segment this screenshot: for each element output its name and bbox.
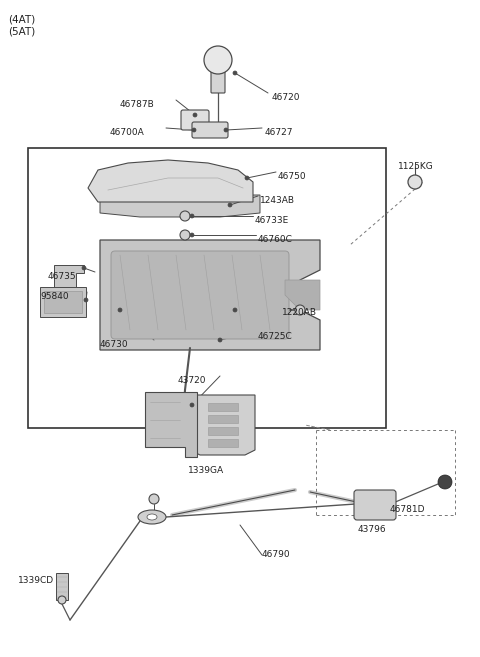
Text: 1125KG: 1125KG xyxy=(398,162,434,171)
Circle shape xyxy=(192,128,196,132)
Circle shape xyxy=(295,305,305,315)
Bar xyxy=(208,415,238,423)
Circle shape xyxy=(228,203,232,207)
Ellipse shape xyxy=(204,46,232,74)
Polygon shape xyxy=(145,392,197,457)
Circle shape xyxy=(218,338,222,342)
Bar xyxy=(28,148,386,428)
Circle shape xyxy=(180,211,190,221)
Bar xyxy=(40,287,86,317)
Circle shape xyxy=(149,494,159,504)
Circle shape xyxy=(193,113,197,117)
Bar xyxy=(208,427,238,435)
Text: 46733E: 46733E xyxy=(255,216,289,225)
Polygon shape xyxy=(56,573,68,600)
Text: 46735: 46735 xyxy=(48,272,77,281)
Circle shape xyxy=(82,266,86,270)
Circle shape xyxy=(58,596,66,604)
Polygon shape xyxy=(100,240,320,350)
Polygon shape xyxy=(88,160,253,202)
Polygon shape xyxy=(190,395,255,455)
Text: 46750: 46750 xyxy=(278,172,307,181)
Text: 46720: 46720 xyxy=(272,93,300,102)
FancyBboxPatch shape xyxy=(354,490,396,520)
Text: 46781D: 46781D xyxy=(390,505,425,514)
Bar xyxy=(208,439,238,447)
Ellipse shape xyxy=(147,514,157,520)
Text: 46727: 46727 xyxy=(265,128,293,137)
Text: 1339CD: 1339CD xyxy=(18,576,54,585)
Text: 1220AB: 1220AB xyxy=(282,308,317,317)
Text: 95840: 95840 xyxy=(40,292,69,301)
Polygon shape xyxy=(285,280,320,310)
Circle shape xyxy=(438,475,452,489)
Text: 43796: 43796 xyxy=(358,525,386,534)
FancyBboxPatch shape xyxy=(192,122,228,138)
FancyBboxPatch shape xyxy=(111,251,289,339)
FancyBboxPatch shape xyxy=(181,110,209,130)
Circle shape xyxy=(233,308,237,312)
Text: 46787B: 46787B xyxy=(120,100,155,109)
Circle shape xyxy=(190,403,194,407)
Polygon shape xyxy=(100,195,260,217)
Text: (5AT): (5AT) xyxy=(8,26,35,36)
Bar xyxy=(208,403,238,411)
Circle shape xyxy=(118,308,122,312)
Text: 46730: 46730 xyxy=(100,340,129,349)
Text: 46725C: 46725C xyxy=(258,332,293,341)
Circle shape xyxy=(245,176,249,180)
Text: 46760C: 46760C xyxy=(258,235,293,244)
Circle shape xyxy=(233,71,237,75)
Circle shape xyxy=(190,214,194,218)
Text: (4AT): (4AT) xyxy=(8,14,35,24)
Bar xyxy=(44,291,82,313)
Circle shape xyxy=(224,128,228,132)
Text: 1243AB: 1243AB xyxy=(260,196,295,205)
Circle shape xyxy=(84,298,88,302)
FancyBboxPatch shape xyxy=(211,69,225,93)
Text: 46700A: 46700A xyxy=(110,128,145,137)
Circle shape xyxy=(190,233,194,237)
Text: 46790: 46790 xyxy=(262,550,290,559)
Text: 1339GA: 1339GA xyxy=(188,466,224,475)
Text: 43720: 43720 xyxy=(178,376,206,385)
Circle shape xyxy=(180,230,190,240)
Polygon shape xyxy=(54,265,84,293)
Ellipse shape xyxy=(138,510,166,524)
Circle shape xyxy=(408,175,422,189)
